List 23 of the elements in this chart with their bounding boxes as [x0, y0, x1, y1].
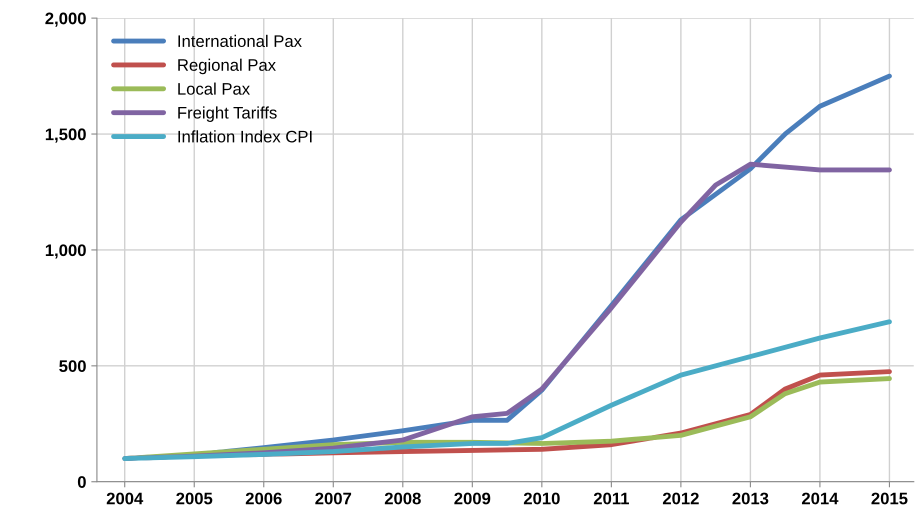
- x-tick-label: 2004: [106, 492, 144, 504]
- x-tick-label: 2010: [524, 492, 560, 504]
- x-tick-label: 2012: [662, 492, 699, 504]
- legend-label: International Pax: [178, 34, 302, 48]
- x-tick-label: 2011: [594, 492, 629, 504]
- legend-label: Regional Pax: [178, 58, 276, 74]
- x-tick-label: 2014: [802, 492, 838, 504]
- legend-label: Local Pax: [178, 82, 250, 95]
- y-tick-label: 500: [59, 360, 86, 372]
- legend-label: Freight Tariffs: [178, 106, 277, 122]
- y-tick-label: 2,000: [45, 12, 86, 27]
- x-tick-label: 2009: [454, 492, 490, 504]
- y-tick-label: 1,500: [46, 128, 86, 143]
- x-tick-label: 2007: [315, 492, 352, 504]
- x-tick-label: 2013: [732, 492, 768, 504]
- line-series: [122, 319, 892, 461]
- y-tick-label: 1,000: [46, 244, 86, 259]
- legend-label: Inflation Index CPI: [178, 130, 312, 143]
- x-tick-label: 2015: [871, 492, 908, 504]
- x-tick-label: 2006: [246, 492, 282, 504]
- x-tick-label: 2005: [176, 492, 212, 504]
- x-tick-label: 2008: [384, 492, 421, 504]
- y-tick-label: 0: [78, 476, 86, 488]
